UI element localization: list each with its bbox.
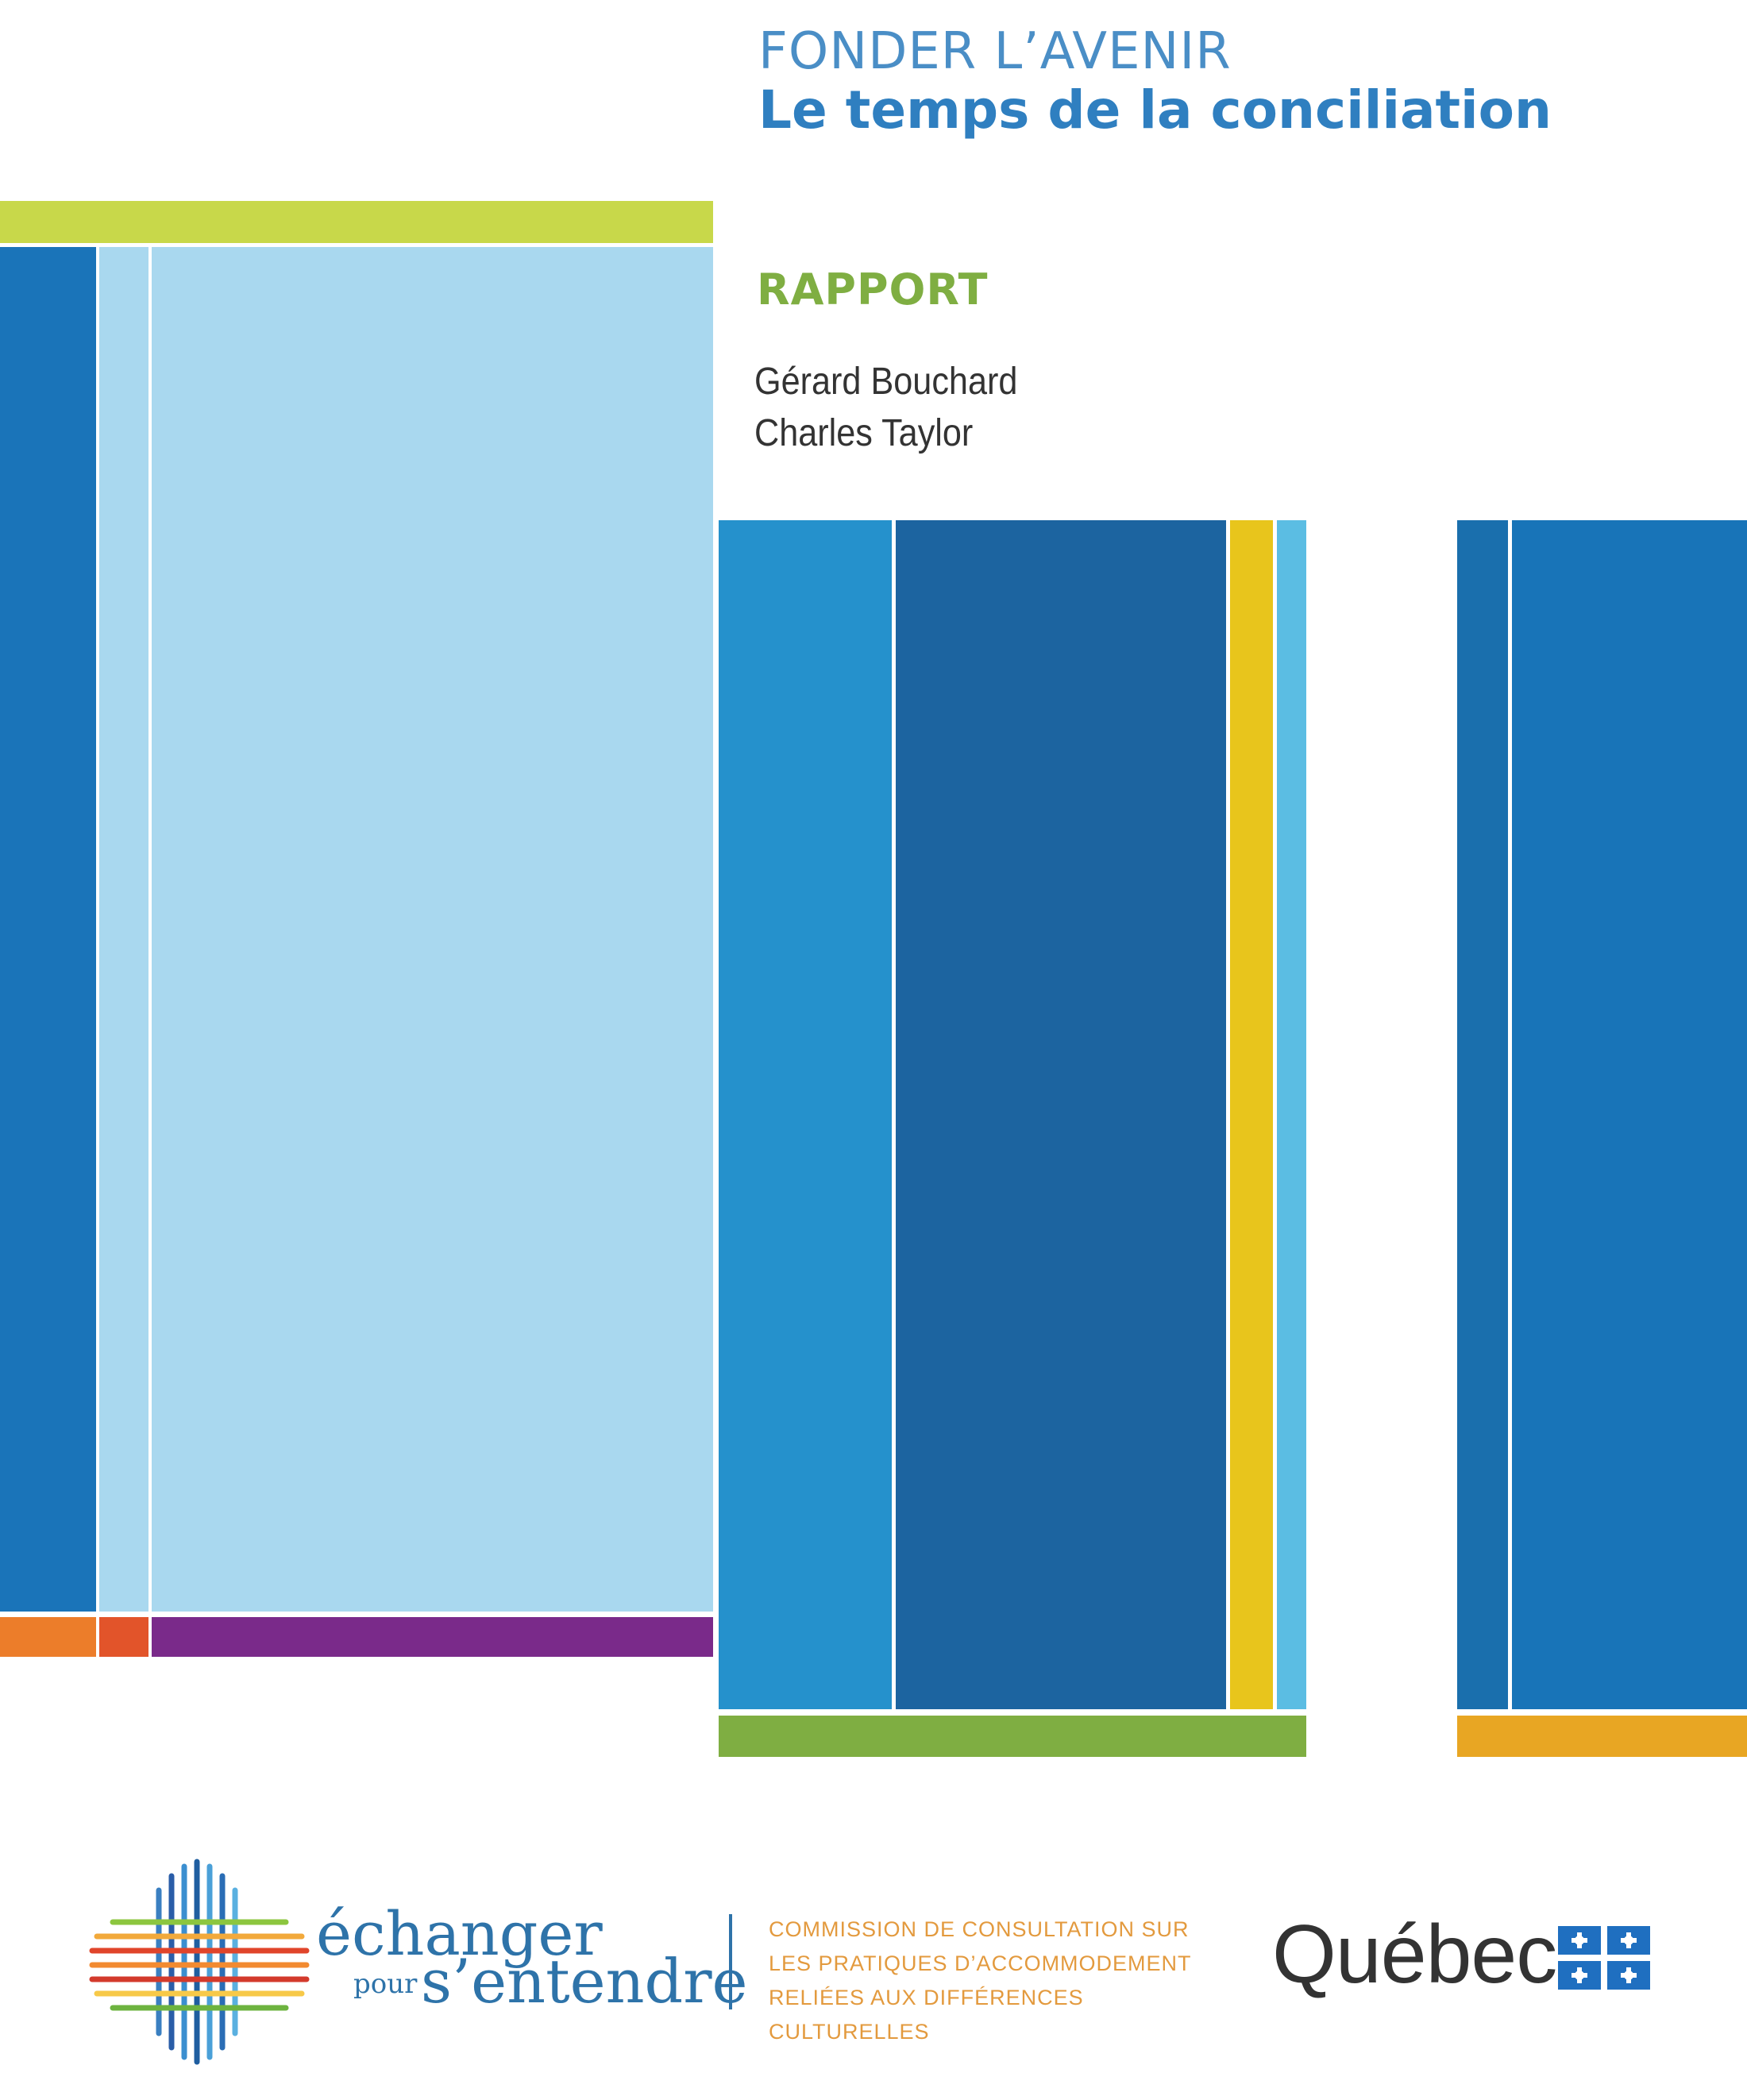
quebec-wordmark: Québec: [1272, 1909, 1557, 2001]
orange-bar-small: [99, 1617, 148, 1657]
logo-sentendre: s’entendre: [421, 1946, 748, 2017]
purple-bar: [152, 1617, 713, 1657]
author-1: Gérard Bouchard: [754, 361, 1018, 403]
woven-lines-logo-icon: [89, 1859, 310, 2065]
report-type-label: RAPPORT: [757, 264, 989, 315]
yellow-column: [1230, 520, 1273, 1709]
cover-supertitle: FONDER L’AVENIR: [758, 22, 1232, 81]
blue-dark-column-left: [0, 247, 96, 1612]
lime-bar-top: [0, 201, 713, 243]
gold-bar-right: [1457, 1716, 1747, 1757]
blue-column-right-narrow: [1457, 520, 1508, 1709]
quebec-flag-icon: [1558, 1926, 1650, 1990]
commission-line-2: LES PRATIQUES D’ACCOMMODEMENT: [769, 1951, 1192, 1975]
logo-echanger: échanger: [316, 1898, 603, 1969]
orange-bar-left: [0, 1617, 96, 1657]
commission-name: COMMISSION DE CONSULTATION SUR LES PRATI…: [769, 1913, 1213, 2049]
commission-line-1: COMMISSION DE CONSULTATION SUR: [769, 1917, 1190, 1941]
commission-line-3: RELIÉES AUX DIFFÉRENCES CULTURELLES: [769, 1986, 1084, 2044]
blue-column-right-wide: [1512, 520, 1747, 1709]
blue-mid-column: [719, 520, 892, 1709]
logo-pour: pour: [353, 1968, 418, 2000]
author-2: Charles Taylor: [754, 412, 974, 454]
blue-light-column-narrow: [99, 247, 148, 1612]
cover-title: Le temps de la conciliation: [758, 79, 1552, 141]
blue-dark-column-middle: [896, 520, 1226, 1709]
footer-divider: [729, 1914, 732, 2009]
cyan-column: [1277, 520, 1306, 1709]
green-bar-middle: [719, 1716, 1306, 1757]
blue-light-column-wide: [152, 247, 713, 1612]
